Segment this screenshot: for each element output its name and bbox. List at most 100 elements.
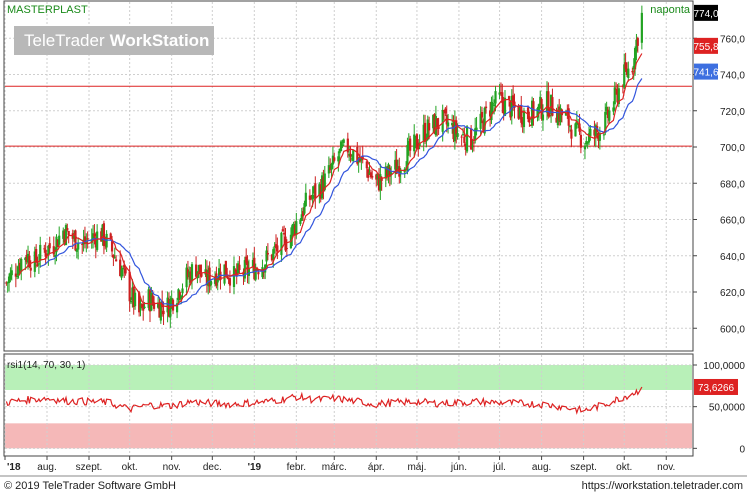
candle-body — [556, 109, 559, 126]
candle-body — [349, 153, 352, 157]
time-tick-label: okt. — [122, 462, 138, 473]
time-tick-label: ápr. — [368, 462, 385, 473]
candle-body — [123, 264, 126, 268]
candle-body — [261, 267, 264, 278]
candle-body — [129, 300, 133, 303]
candle-body — [274, 244, 278, 249]
candle-body — [589, 128, 592, 136]
candle-body — [537, 104, 540, 112]
candle-body — [64, 225, 68, 246]
candle-body — [558, 106, 561, 121]
candle-body — [375, 174, 378, 180]
candle-body — [632, 65, 635, 70]
candle-body — [147, 289, 150, 308]
candle-body — [246, 261, 249, 275]
price-panel[interactable]: 600,0 620,0 640,0 660,0 680,0 700,0 720,0 740,0… — [3, 0, 745, 352]
candle-body — [417, 147, 420, 150]
candle-body — [461, 134, 465, 136]
candle-body — [251, 259, 255, 267]
candle-body — [338, 148, 341, 154]
candle-body — [52, 246, 55, 255]
candle-body — [199, 264, 202, 275]
candle-body — [520, 105, 523, 123]
candle-body — [314, 183, 317, 199]
oversold-zone — [5, 423, 692, 449]
candle-body — [472, 142, 475, 144]
candle-body — [308, 195, 311, 200]
candle-body — [608, 110, 611, 121]
time-tick-label: márc. — [322, 462, 347, 473]
candle-body — [406, 144, 409, 172]
candle-body — [35, 248, 38, 263]
candle-body — [633, 48, 637, 70]
candle-body — [577, 123, 580, 125]
candle-body — [491, 103, 494, 105]
candle-body — [150, 292, 153, 311]
candle-body — [209, 280, 213, 286]
candle-body — [208, 267, 211, 287]
candle-body — [16, 275, 19, 278]
candle-body — [413, 134, 416, 152]
candle-body — [223, 264, 226, 284]
candle-body — [422, 124, 425, 141]
candle-body — [224, 260, 227, 275]
candle-body — [44, 249, 47, 257]
time-tick-label: júl. — [492, 462, 506, 473]
candle-body — [236, 263, 240, 273]
rsi-tick-label: 50,0000 — [709, 403, 746, 414]
candle-body — [96, 231, 99, 250]
candle-body — [624, 62, 627, 70]
rsi-axis-ticks: 0 50,0000 100,0000 — [693, 361, 745, 455]
time-tick-label: febr. — [287, 462, 306, 473]
candle-body — [631, 71, 634, 73]
candle-body — [270, 254, 274, 261]
moving-average-fast-line — [18, 53, 643, 310]
candle-body — [10, 270, 13, 276]
candle-body — [295, 221, 298, 235]
candle-body — [623, 64, 626, 88]
candle-body — [266, 253, 269, 255]
candle-body — [276, 245, 279, 252]
candle-body — [247, 268, 251, 276]
candle-body — [617, 88, 620, 105]
price-tick-label: 700,0 — [720, 143, 745, 154]
candle-body — [25, 254, 28, 262]
candle-body — [161, 300, 164, 308]
candle-body — [367, 169, 370, 178]
candle-body — [456, 133, 459, 138]
candle-body — [494, 91, 497, 104]
candle-body — [390, 172, 393, 175]
watermark-background — [14, 26, 214, 55]
candle-body — [399, 170, 402, 174]
candle-body — [428, 123, 431, 131]
candle-body — [234, 269, 237, 272]
time-tick-label: okt. — [616, 462, 632, 473]
interval-label: naponta — [650, 4, 691, 16]
candle-body — [498, 92, 501, 95]
rsi-panel[interactable]: 0 50,0000 100,0000 rsi1(14, 70, 30, 1) 73,… — [3, 353, 745, 457]
candle-body — [602, 134, 606, 136]
candle-body — [507, 96, 511, 100]
watermark-brand: TeleTrader — [24, 31, 105, 50]
candle-body — [567, 108, 570, 126]
candle-body — [254, 267, 257, 280]
candle-body — [102, 223, 106, 247]
candle-body — [352, 150, 355, 161]
candle-body — [162, 310, 165, 315]
candle-body — [56, 240, 59, 248]
candle-body — [501, 92, 504, 104]
source-url[interactable]: https://workstation.teletrader.com — [582, 480, 743, 492]
candle-body — [539, 96, 542, 107]
candle-body — [551, 97, 554, 116]
watermark-text: TeleTrader WorkStation — [24, 31, 209, 50]
candle-body — [93, 233, 96, 237]
candle-body — [28, 255, 31, 268]
candle-body — [490, 101, 493, 121]
price-label-text: 741,6 — [693, 68, 718, 79]
candle-body — [148, 290, 152, 312]
candle-body — [36, 264, 39, 266]
candle-body — [138, 292, 141, 313]
rsi-line — [5, 386, 643, 415]
candle-body — [177, 289, 180, 301]
candle-body — [482, 120, 485, 131]
